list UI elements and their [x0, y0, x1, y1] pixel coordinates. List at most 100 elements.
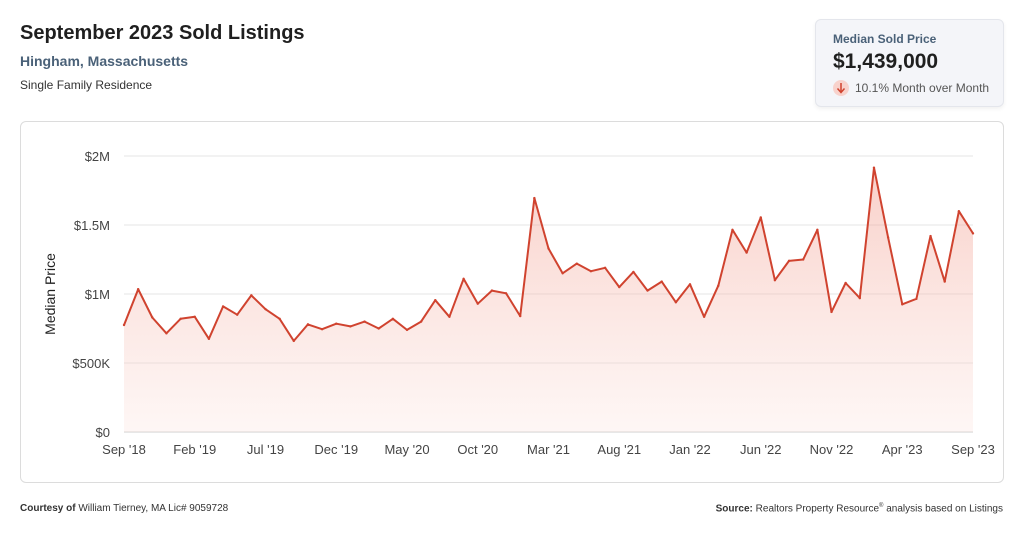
kpi-value: $1,439,000 [833, 50, 939, 73]
data-point [448, 315, 451, 318]
y-tick-label: $500K [72, 356, 110, 371]
arrow-down-icon [833, 80, 849, 96]
data-point [391, 317, 395, 321]
x-tick-label: Sep '18 [102, 442, 146, 457]
data-point [773, 279, 777, 282]
data-point [844, 281, 847, 285]
courtesy-footer: Courtesy of William Tierney, MA Lic# 905… [20, 503, 228, 514]
x-tick-label: Apr '23 [882, 442, 923, 457]
data-point [603, 266, 607, 269]
data-point [830, 310, 833, 314]
data-point [872, 166, 876, 169]
data-point [320, 327, 324, 331]
data-point [405, 328, 409, 332]
y-tick-label: $0 [96, 425, 110, 440]
data-point [278, 317, 281, 321]
x-tick-label: Nov '22 [810, 442, 854, 457]
x-tick-label: Aug '21 [597, 442, 641, 457]
source-text: Realtors Property Resource [755, 503, 880, 515]
y-tick-label: $2M [85, 149, 110, 164]
data-point [646, 289, 649, 292]
data-point [533, 196, 536, 200]
y-axis-ticks: $0 $500K $1M $1.5M $2M [72, 149, 110, 440]
x-tick-label: Dec '19 [314, 442, 358, 457]
location-subtitle: Hingham, Massachusetts [20, 53, 189, 69]
data-point [971, 232, 975, 235]
data-point [745, 251, 748, 254]
data-point [363, 320, 366, 323]
property-category: Single Family Residence [20, 78, 153, 92]
data-point [349, 325, 352, 328]
data-point [943, 280, 946, 283]
data-point [802, 258, 805, 261]
x-tick-label: May '20 [384, 442, 429, 457]
data-point [660, 280, 663, 283]
data-point [547, 247, 550, 250]
data-point [264, 307, 267, 311]
data-point [759, 216, 762, 219]
data-point [462, 277, 465, 281]
data-point [929, 234, 932, 238]
data-point [165, 332, 168, 335]
data-point [207, 337, 211, 341]
data-point [136, 287, 140, 291]
series-line [122, 166, 975, 343]
data-point [193, 315, 196, 318]
data-point [504, 292, 508, 295]
x-tick-label: Jun '22 [740, 442, 782, 457]
median-price-chart: $0 $500K $1M $1.5M $2M Sep '18 Feb '19 Jul '19… [42, 149, 995, 457]
data-point [236, 313, 239, 316]
data-point [377, 327, 380, 330]
data-point [915, 297, 918, 301]
courtesy-text: William Tierney, MA Lic# 9059728 [78, 503, 229, 514]
data-point [122, 323, 126, 327]
median-price-card: Median Sold Price $1,439,000 10.1% Month… [815, 19, 1004, 107]
data-point [335, 322, 338, 325]
x-tick-label: Jul '19 [247, 442, 284, 457]
source-label: Source: [715, 503, 753, 515]
source-suffix: analysis based on Listings [886, 503, 1003, 515]
data-point [702, 315, 706, 318]
source-footer: Source: Realtors Property Resource® anal… [716, 503, 1003, 514]
chart-panel: $0 $500K $1M $1.5M $2M Sep '18 Feb '19 Jul '19… [20, 121, 1004, 483]
data-point [490, 289, 494, 292]
y-axis-label: Median Price [42, 253, 58, 335]
data-point [674, 301, 678, 304]
page-title: September 2023 Sold Listings [20, 22, 305, 44]
data-point [419, 320, 423, 323]
courtesy-label: Courtesy of [20, 503, 76, 514]
data-point [787, 259, 791, 263]
data-point [179, 317, 182, 321]
area-fill [124, 167, 973, 432]
data-point [816, 228, 819, 232]
data-point [589, 270, 593, 273]
data-point [957, 210, 961, 213]
data-point [618, 285, 621, 289]
area-shape [124, 167, 973, 432]
kpi-change: 10.1% Month over Month [833, 80, 989, 96]
data-point [632, 270, 635, 274]
data-point [306, 323, 310, 326]
y-tick-label: $1M [85, 287, 110, 302]
kpi-change-text: 10.1% Month over Month [855, 81, 990, 95]
data-point [575, 262, 578, 265]
x-tick-label: Mar '21 [527, 442, 570, 457]
data-point [886, 236, 890, 239]
data-point [858, 296, 861, 300]
kpi-label: Median Sold Price [833, 32, 937, 46]
registered-mark: ® [879, 503, 884, 509]
data-point [901, 303, 904, 306]
data-point [688, 283, 692, 286]
data-point [519, 314, 522, 318]
data-point [151, 316, 154, 319]
data-point [731, 228, 734, 232]
x-tick-label: Sep '23 [951, 442, 995, 457]
data-point [717, 284, 720, 287]
x-tick-label: Oct '20 [457, 442, 498, 457]
x-tick-label: Jan '22 [669, 442, 711, 457]
data-point [434, 299, 437, 302]
data-point [476, 302, 479, 305]
data-point [250, 294, 253, 297]
data-point [221, 305, 225, 308]
x-tick-label: Feb '19 [173, 442, 216, 457]
